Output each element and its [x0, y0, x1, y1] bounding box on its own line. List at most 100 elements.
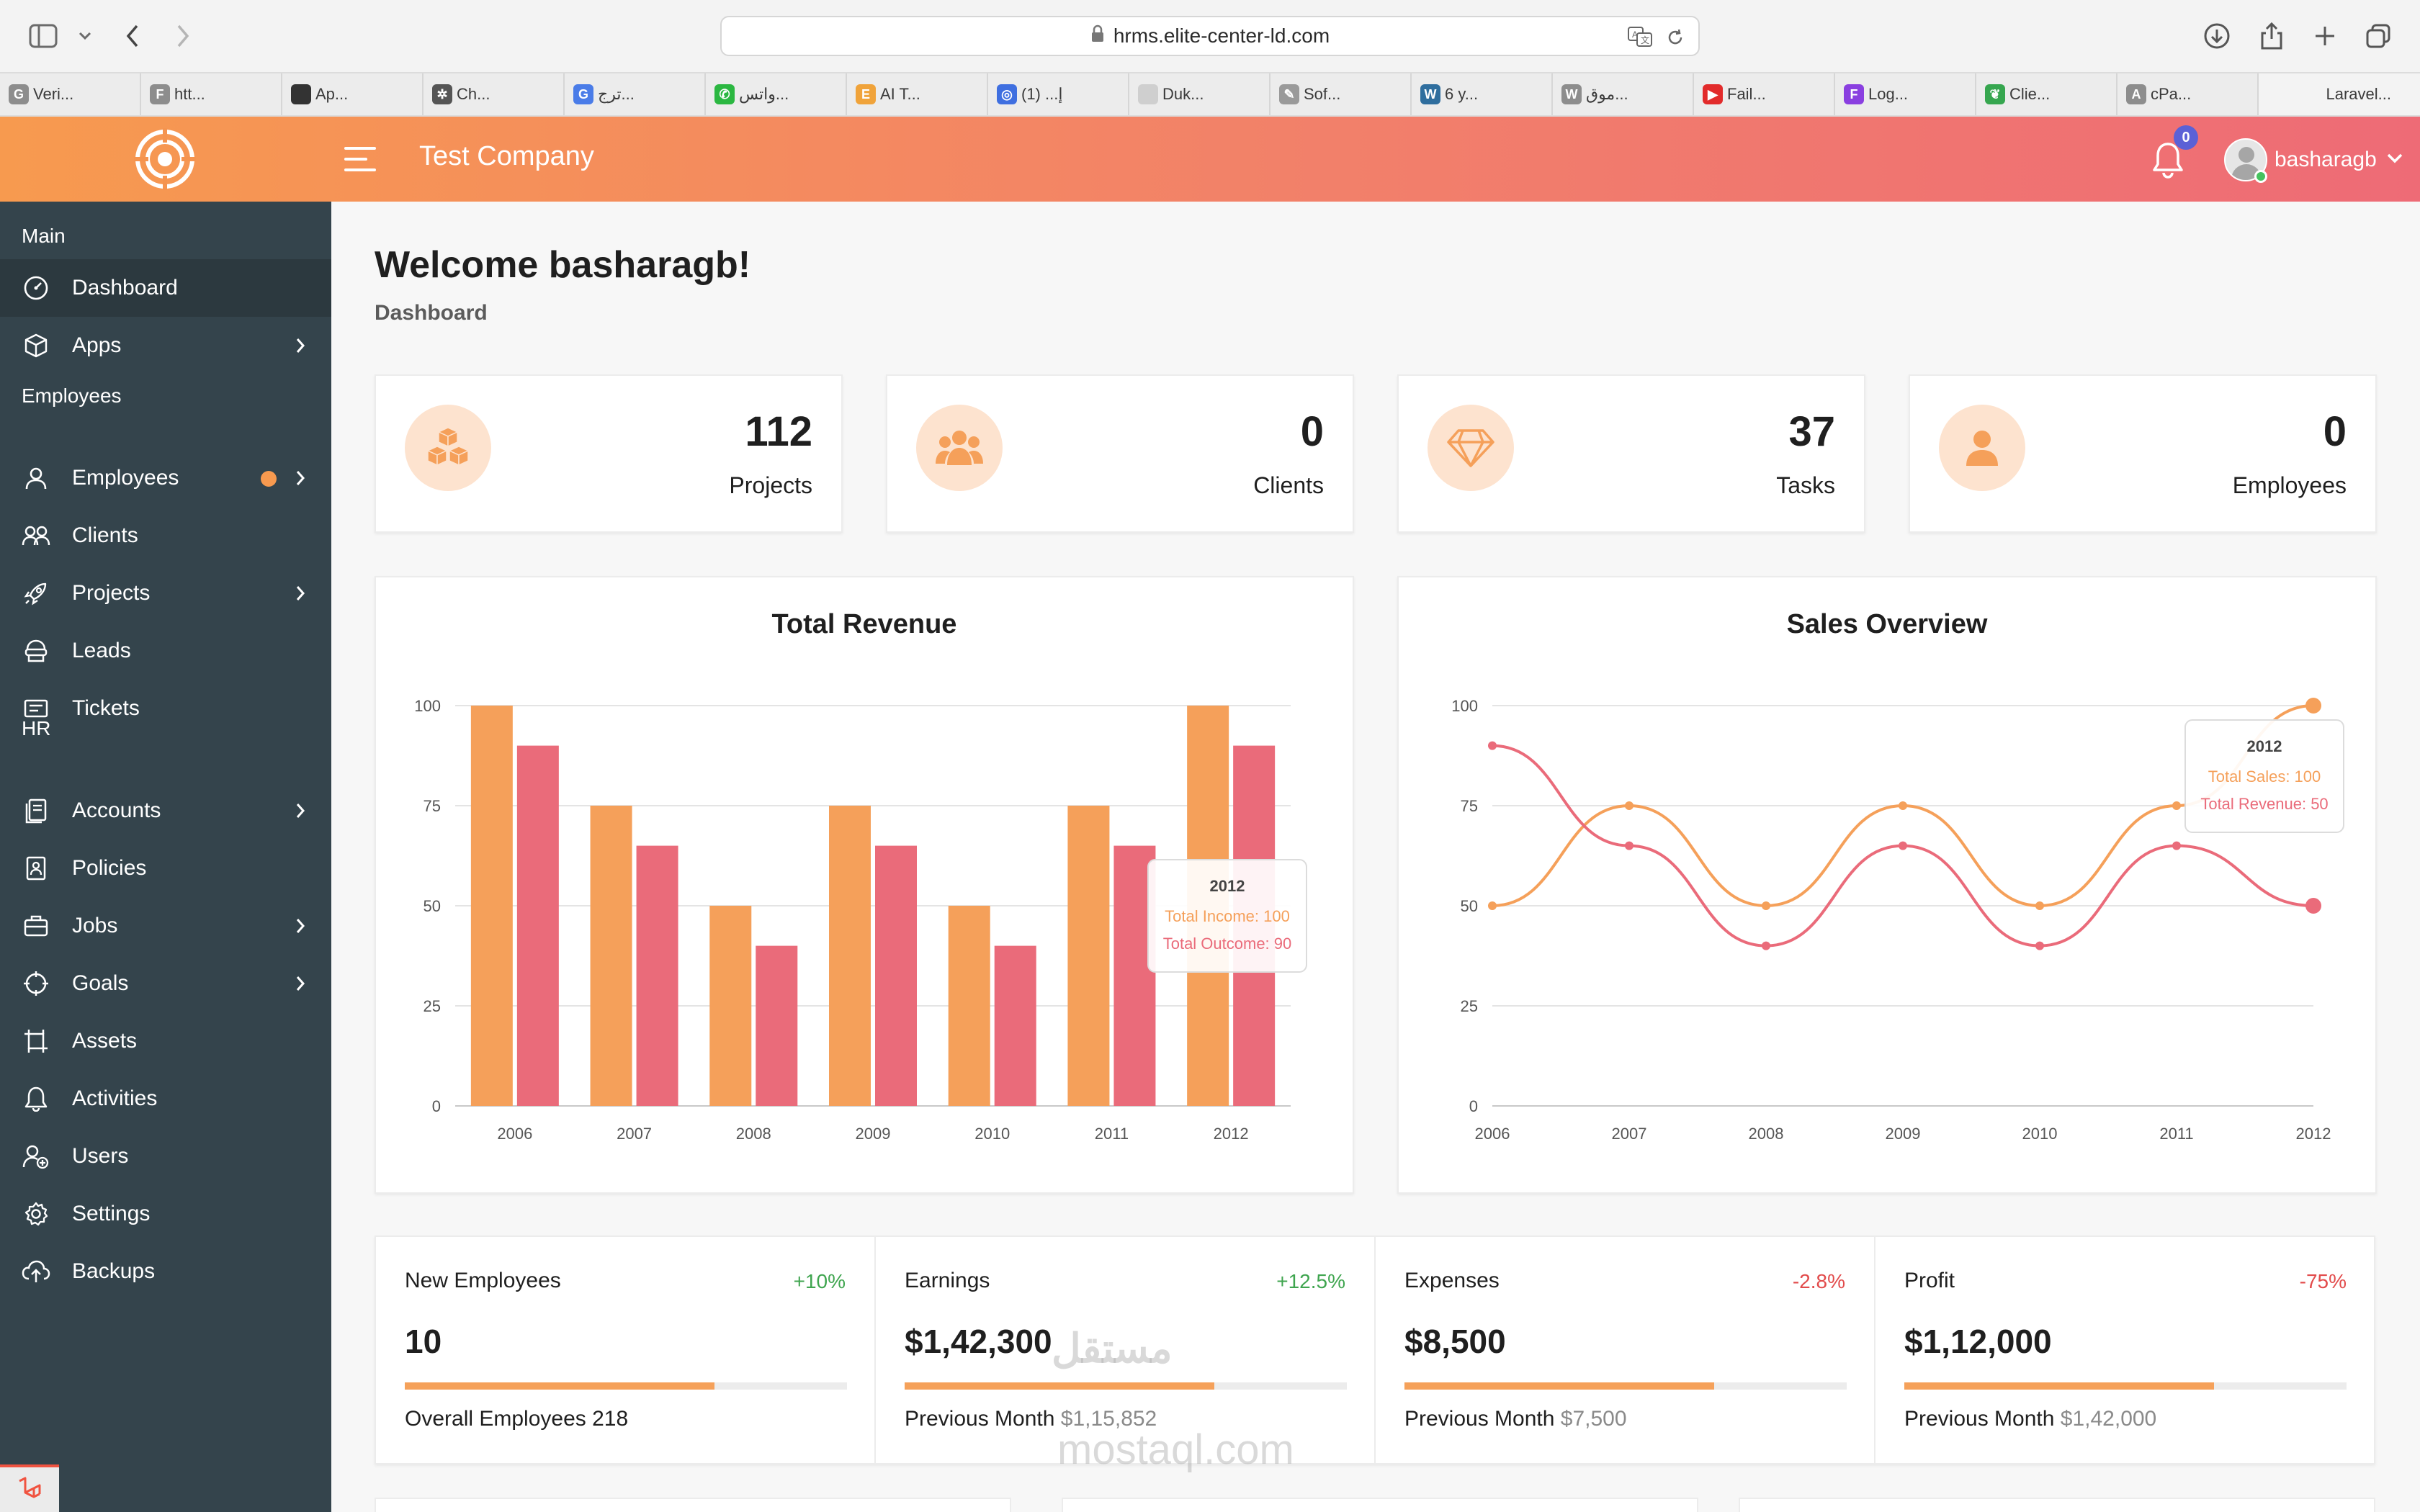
chevron-right-icon	[295, 583, 305, 608]
tooltip-title: 2012	[1210, 877, 1245, 895]
download-icon[interactable]	[2200, 19, 2234, 53]
data-point[interactable]	[2035, 941, 2044, 950]
bookmark-item[interactable]: W 6 y...	[1412, 73, 1553, 115]
sidebar-section-hr: HR	[22, 717, 51, 739]
sidebar-item-leads[interactable]: Leads	[0, 622, 331, 680]
data-point[interactable]	[2035, 901, 2044, 910]
bar-total-income[interactable]	[470, 706, 513, 1106]
share-icon[interactable]	[2254, 19, 2289, 53]
sidebar-item-projects[interactable]: Projects	[0, 564, 331, 622]
tooltip-line: Total Sales: 100	[2208, 768, 2321, 786]
data-point[interactable]	[2305, 698, 2321, 714]
sidebar-item-clients[interactable]: Clients	[0, 507, 331, 564]
sidebar-item-users[interactable]: Users	[0, 1128, 331, 1185]
tooltip-box	[2184, 719, 2344, 833]
stat-card-tasks[interactable]: 37 Tasks	[1397, 374, 1865, 533]
sidebar-item-dashboard[interactable]: Dashboard	[0, 259, 331, 317]
bar-total-income[interactable]	[709, 906, 752, 1106]
user-menu[interactable]: basharagb	[2224, 137, 2403, 183]
sidebar-toggle-icon[interactable]	[26, 19, 60, 53]
forward-icon[interactable]	[166, 19, 200, 53]
bookmark-item[interactable]: Laravel...	[2259, 73, 2420, 115]
sidebar-item-employees[interactable]: Employees	[0, 449, 331, 507]
sidebar-item-backups[interactable]: Backups	[0, 1243, 331, 1300]
data-point[interactable]	[2305, 898, 2321, 914]
data-point[interactable]	[2172, 801, 2181, 810]
breadcrumb: Dashboard	[375, 301, 488, 325]
bookmark-label: cPa...	[2151, 85, 2192, 103]
bar-total-income[interactable]	[829, 806, 871, 1106]
sidebar-item-label: Backups	[72, 1259, 156, 1283]
bookmark-item[interactable]: ◎ (1) ...إ	[988, 73, 1129, 115]
laravel-debug-icon[interactable]	[0, 1464, 59, 1512]
blank-page-icon	[1138, 84, 1158, 104]
sidebar-item-jobs[interactable]: Jobs	[0, 897, 331, 955]
bar-total-outcome[interactable]	[636, 845, 678, 1106]
bookmark-item[interactable]: G Veri...	[0, 73, 141, 115]
sidebar-item-policies[interactable]: Policies	[0, 840, 331, 897]
bar-total-income[interactable]	[590, 806, 632, 1106]
stat-value: 0	[2323, 408, 2347, 455]
menu-toggle-button[interactable]	[344, 147, 376, 171]
metric-footer-label: Previous Month	[1404, 1407, 1555, 1431]
data-point[interactable]	[1625, 841, 1634, 850]
bar-total-outcome[interactable]	[756, 945, 798, 1106]
user-icon	[22, 464, 50, 492]
bookmark-label: Ch...	[457, 85, 490, 103]
chevron-down-icon[interactable]	[68, 19, 102, 53]
stat-card-projects[interactable]: 112 Projects	[375, 374, 843, 533]
bookmark-label: واتس...	[739, 85, 789, 103]
data-point[interactable]	[1762, 901, 1770, 910]
sidebar-item-activities[interactable]: Activities	[0, 1070, 331, 1128]
bar-total-outcome[interactable]	[875, 845, 917, 1106]
stat-card-clients[interactable]: 0 Clients	[886, 374, 1354, 533]
bookmark-item[interactable]: Ap...	[282, 73, 424, 115]
bookmark-item[interactable]: Duk...	[1129, 73, 1270, 115]
data-point[interactable]	[1899, 841, 1907, 850]
sidebar-item-settings[interactable]: Settings	[0, 1185, 331, 1243]
bookmark-item[interactable]: ❦ Clie...	[1976, 73, 2118, 115]
sidebar-item-tickets[interactable]: Tickets	[0, 680, 331, 737]
bookmark-item[interactable]: ✆ واتس...	[706, 73, 847, 115]
logo[interactable]	[134, 128, 196, 190]
notification-bell-icon[interactable]	[2151, 141, 2185, 179]
data-point[interactable]	[1488, 741, 1497, 750]
back-icon[interactable]	[115, 19, 150, 53]
data-point[interactable]	[1488, 901, 1497, 910]
bookmark-item[interactable]: F Log...	[1835, 73, 1976, 115]
bookmark-item[interactable]: ✎ Sof...	[1270, 73, 1412, 115]
new-tab-icon[interactable]	[2308, 19, 2342, 53]
bookmark-item[interactable]: W موق...	[1553, 73, 1694, 115]
metric-change: +10%	[793, 1270, 846, 1292]
bar-total-income[interactable]	[948, 906, 990, 1106]
sales-overview-card: Sales Overview 0 25 50 75 100 2006 2007 2008 200…	[1397, 576, 2377, 1194]
data-point[interactable]	[1625, 801, 1634, 810]
bar-total-outcome[interactable]	[994, 945, 1036, 1106]
reload-icon[interactable]	[1665, 27, 1685, 53]
sidebar-item-assets[interactable]: Assets	[0, 1012, 331, 1070]
sidebar-item-apps[interactable]: Apps	[0, 317, 331, 374]
sidebar-item-goals[interactable]: Goals	[0, 955, 331, 1012]
tab-overview-icon[interactable]	[2361, 19, 2396, 53]
metric-title: New Employees	[405, 1269, 561, 1292]
metric-value: 10	[405, 1323, 442, 1360]
chatgpt-icon: ✲	[432, 84, 452, 104]
sidebar-item-accounts[interactable]: Accounts	[0, 782, 331, 840]
bar-total-outcome[interactable]	[516, 745, 559, 1106]
assets-icon	[22, 1027, 50, 1056]
chart-tooltip: 2012 Total Income: 100 Total Outcome: 90	[1147, 859, 1307, 973]
bar-total-income[interactable]	[1067, 806, 1110, 1106]
bookmark-item[interactable]: E AI T...	[847, 73, 988, 115]
bookmark-item[interactable]: G ترج...	[565, 73, 706, 115]
bookmark-item[interactable]: ▶ Fail...	[1694, 73, 1835, 115]
data-point[interactable]	[1762, 941, 1770, 950]
data-point[interactable]	[2172, 841, 2181, 850]
bookmark-item[interactable]: ✲ Ch...	[424, 73, 565, 115]
data-point[interactable]	[1899, 801, 1907, 810]
stat-card-employees[interactable]: 0 Employees	[1909, 374, 2377, 533]
